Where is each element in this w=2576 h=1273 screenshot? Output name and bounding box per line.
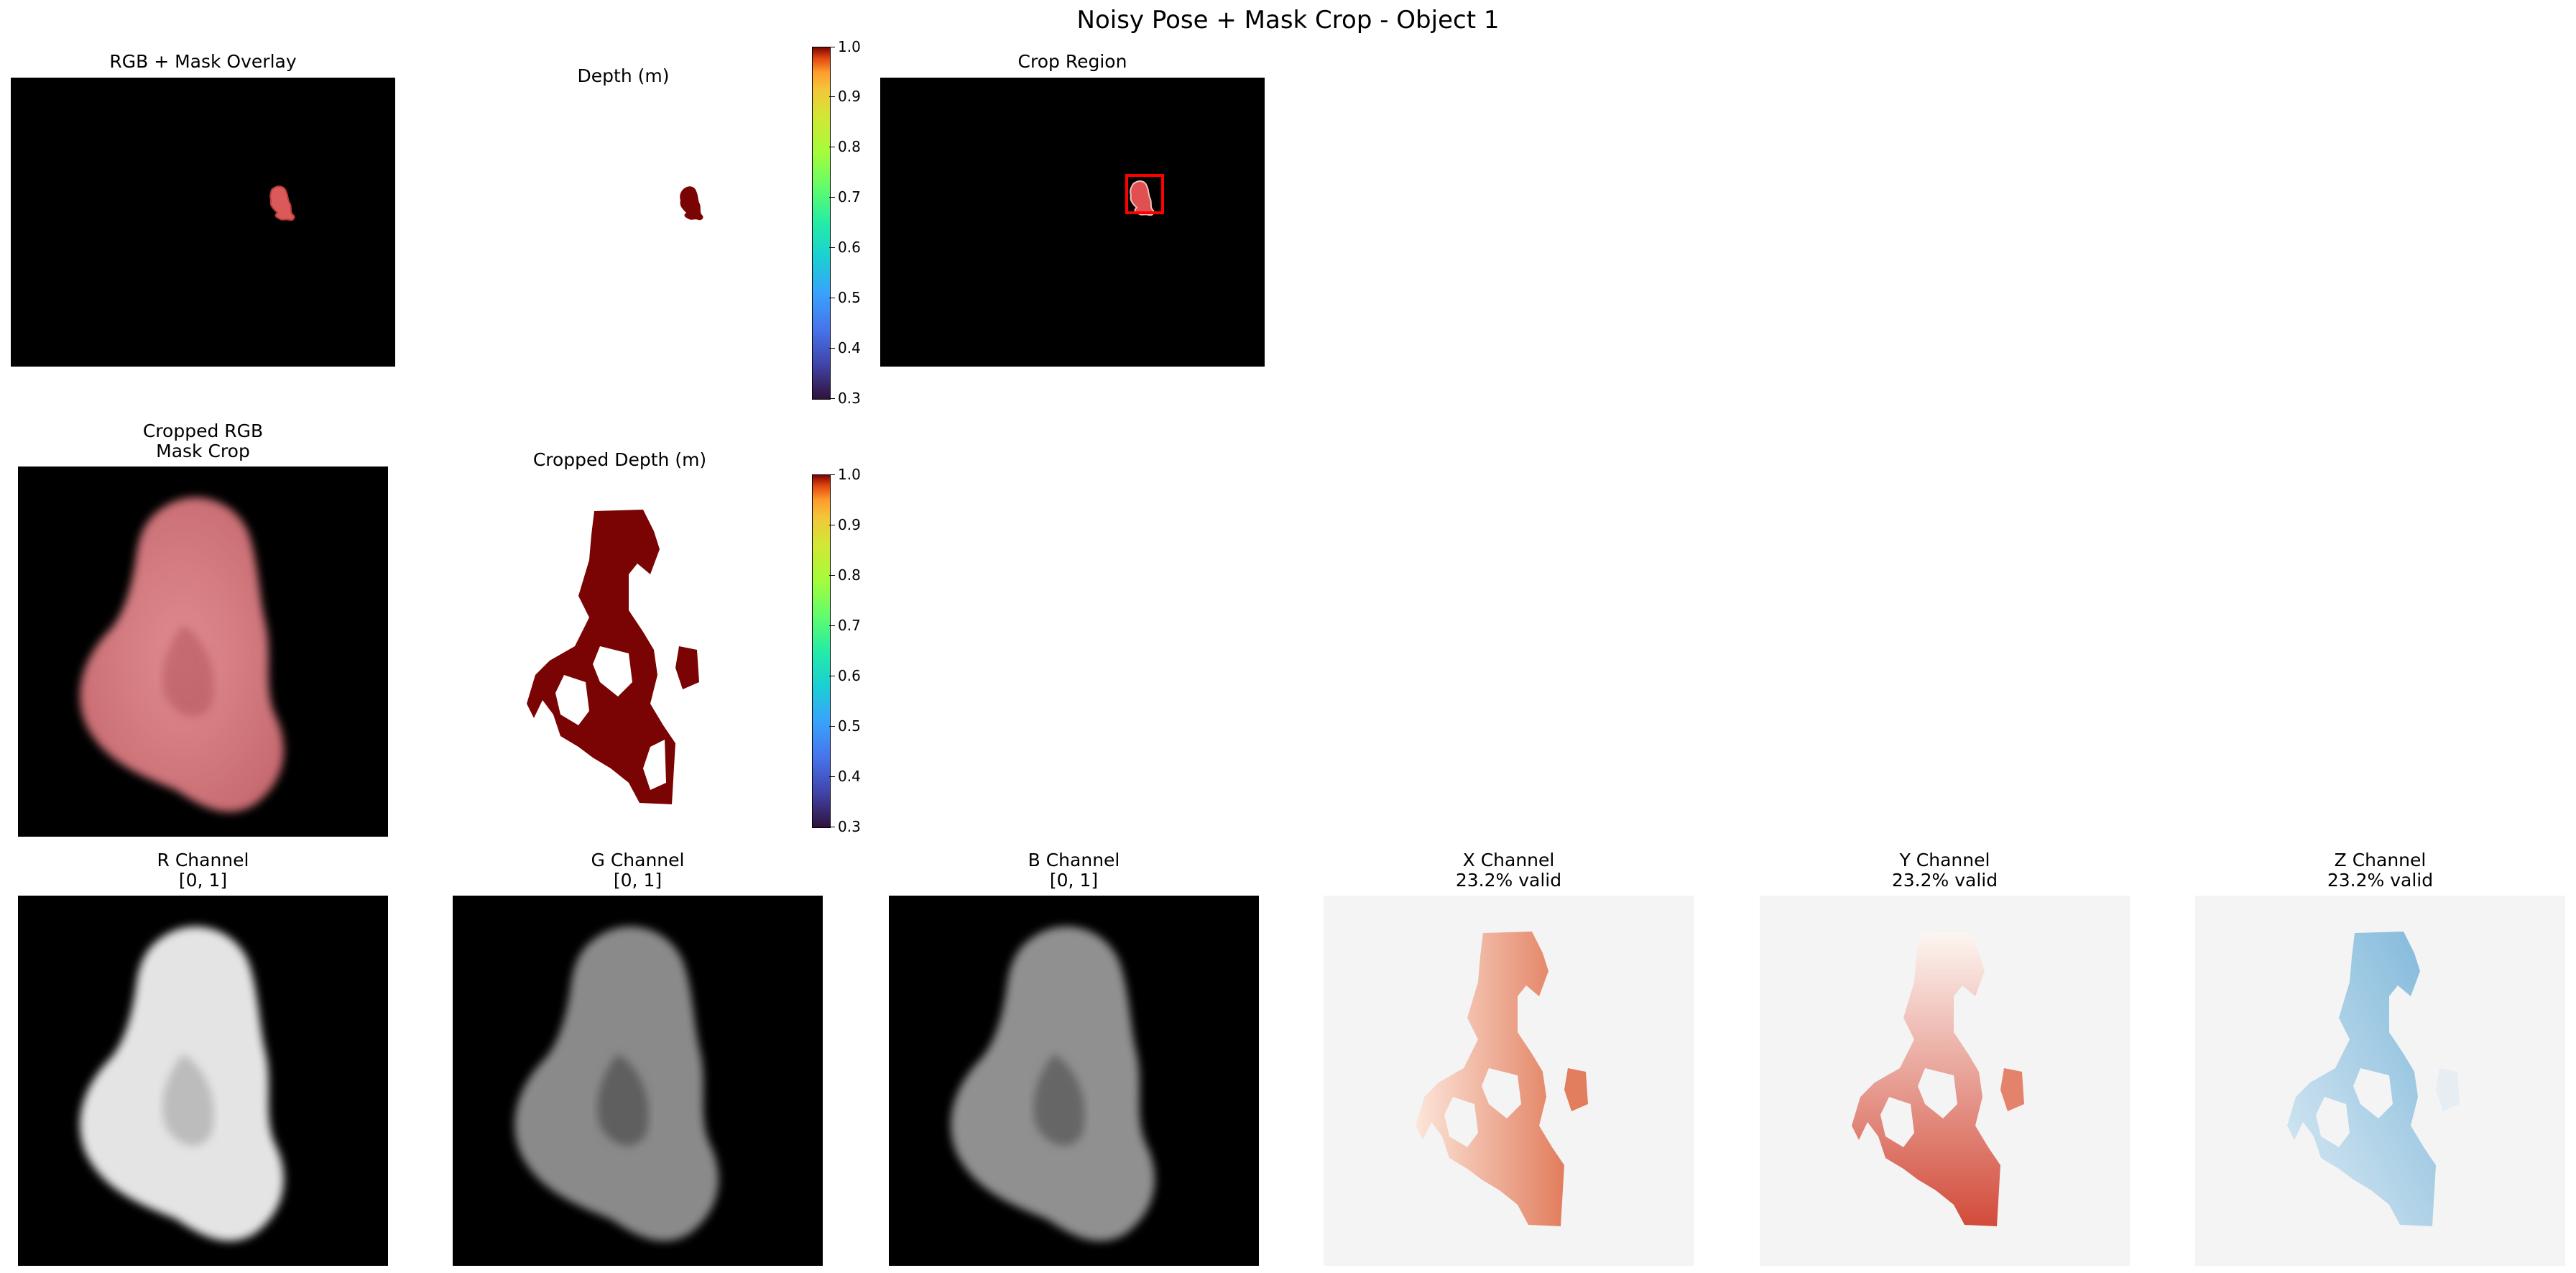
crop-box xyxy=(1125,174,1164,214)
panel-title-g-channel: G Channel [0, 1] xyxy=(453,850,823,891)
panel-title-y-channel: Y Channel 23.2% valid xyxy=(1760,850,2130,891)
colorbar-tick: 0.7 xyxy=(829,188,861,206)
panel-title-r-channel: R Channel [0, 1] xyxy=(18,850,388,891)
depth-colorbar xyxy=(812,47,831,400)
panel-title-rgb-overlay: RGB + Mask Overlay xyxy=(109,51,297,72)
panel-title-line: G Channel xyxy=(591,850,685,870)
z-map-blob xyxy=(2436,1068,2460,1111)
colorbar-tick: 0.6 xyxy=(829,239,861,256)
x-map-hole xyxy=(1444,1097,1478,1147)
object-shadow xyxy=(162,625,214,717)
x-channel-image xyxy=(1324,896,1694,1266)
colorbar-tick: 0.5 xyxy=(829,289,861,306)
panel-subtitle-line: 23.2% valid xyxy=(2327,870,2434,891)
panel-subtitle-line: [0, 1] xyxy=(613,870,663,891)
cropped-depth-colorbar xyxy=(812,474,831,828)
colorbar-tick: 0.3 xyxy=(829,818,861,835)
cropped-rgb-image xyxy=(18,467,388,837)
object-shadow xyxy=(597,1054,649,1146)
panel-title-z-channel: Z Channel 23.2% valid xyxy=(2195,850,2565,891)
panel-title-line: Z Channel xyxy=(2334,850,2427,870)
rgb-overlay-image xyxy=(11,78,395,367)
object-silhouette xyxy=(1130,180,1155,216)
y-map-blob xyxy=(2000,1068,2024,1111)
depth-hole xyxy=(643,740,666,790)
object-shadow xyxy=(162,1054,214,1146)
panel-subtitle-line: 23.2% valid xyxy=(1891,870,1998,891)
colorbar-tick: 0.4 xyxy=(829,339,861,357)
panel-title-crop-region: Crop Region xyxy=(1017,51,1127,72)
panel-title-line: Y Channel xyxy=(1899,850,1990,870)
panel-title-b-channel: B Channel [0, 1] xyxy=(889,850,1259,891)
colorbar-tick: 0.7 xyxy=(829,617,861,634)
colorbar-tick: 0.8 xyxy=(829,566,861,584)
colorbar-tick: 0.5 xyxy=(829,717,861,735)
z-map-hole xyxy=(2353,1068,2393,1118)
figure-title: Noisy Pose + Mask Crop - Object 1 xyxy=(1076,6,1500,35)
panel-subtitle-line: Mask Crop xyxy=(156,441,250,461)
depth-hole xyxy=(555,675,589,725)
panel-title-cropped-depth: Cropped Depth (m) xyxy=(532,449,707,470)
panel-subtitle-line: [0, 1] xyxy=(178,870,228,891)
z-map-hole xyxy=(2316,1097,2350,1147)
panel-title-cropped-rgb: Cropped RGB Mask Crop xyxy=(18,421,388,461)
y-channel-image xyxy=(1760,896,2130,1266)
y-map-hole xyxy=(1918,1068,1957,1118)
z-channel-image xyxy=(2195,896,2565,1266)
cropped-depth-image xyxy=(435,467,805,837)
colorbar-tick: 0.9 xyxy=(829,88,861,105)
object-silhouette xyxy=(269,185,295,221)
panel-title-line: B Channel xyxy=(1028,850,1120,870)
b-channel-image xyxy=(889,896,1259,1266)
g-channel-image xyxy=(453,896,823,1266)
panel-subtitle-line: 23.2% valid xyxy=(1455,870,1562,891)
panel-title-line: X Channel xyxy=(1462,850,1555,870)
colorbar-tick: 0.9 xyxy=(829,516,861,533)
colorbar-tick: 0.4 xyxy=(829,768,861,785)
depth-image xyxy=(431,78,816,367)
colorbar-tick: 0.6 xyxy=(829,667,861,684)
colorbar-tick: 1.0 xyxy=(829,466,861,483)
panel-title-depth: Depth (m) xyxy=(577,65,670,86)
object-shadow xyxy=(1033,1054,1085,1146)
colorbar-tick: 0.8 xyxy=(829,138,861,155)
colorbar-tick: 0.3 xyxy=(829,390,861,407)
x-map-hole xyxy=(1482,1068,1521,1118)
crop-region-image xyxy=(880,78,1265,367)
panel-subtitle-line: [0, 1] xyxy=(1049,870,1099,891)
depth-hole xyxy=(593,646,632,697)
depth-blob xyxy=(675,646,699,689)
panel-title-line: R Channel xyxy=(157,850,249,870)
depth-object-silhouette xyxy=(680,186,703,221)
panel-title-x-channel: X Channel 23.2% valid xyxy=(1324,850,1694,891)
colorbar-tick: 1.0 xyxy=(829,38,861,55)
r-channel-image xyxy=(18,896,388,1266)
x-map-blob xyxy=(1564,1068,1588,1111)
panel-title-line: Cropped RGB xyxy=(142,420,264,441)
y-map-hole xyxy=(1880,1097,1914,1147)
